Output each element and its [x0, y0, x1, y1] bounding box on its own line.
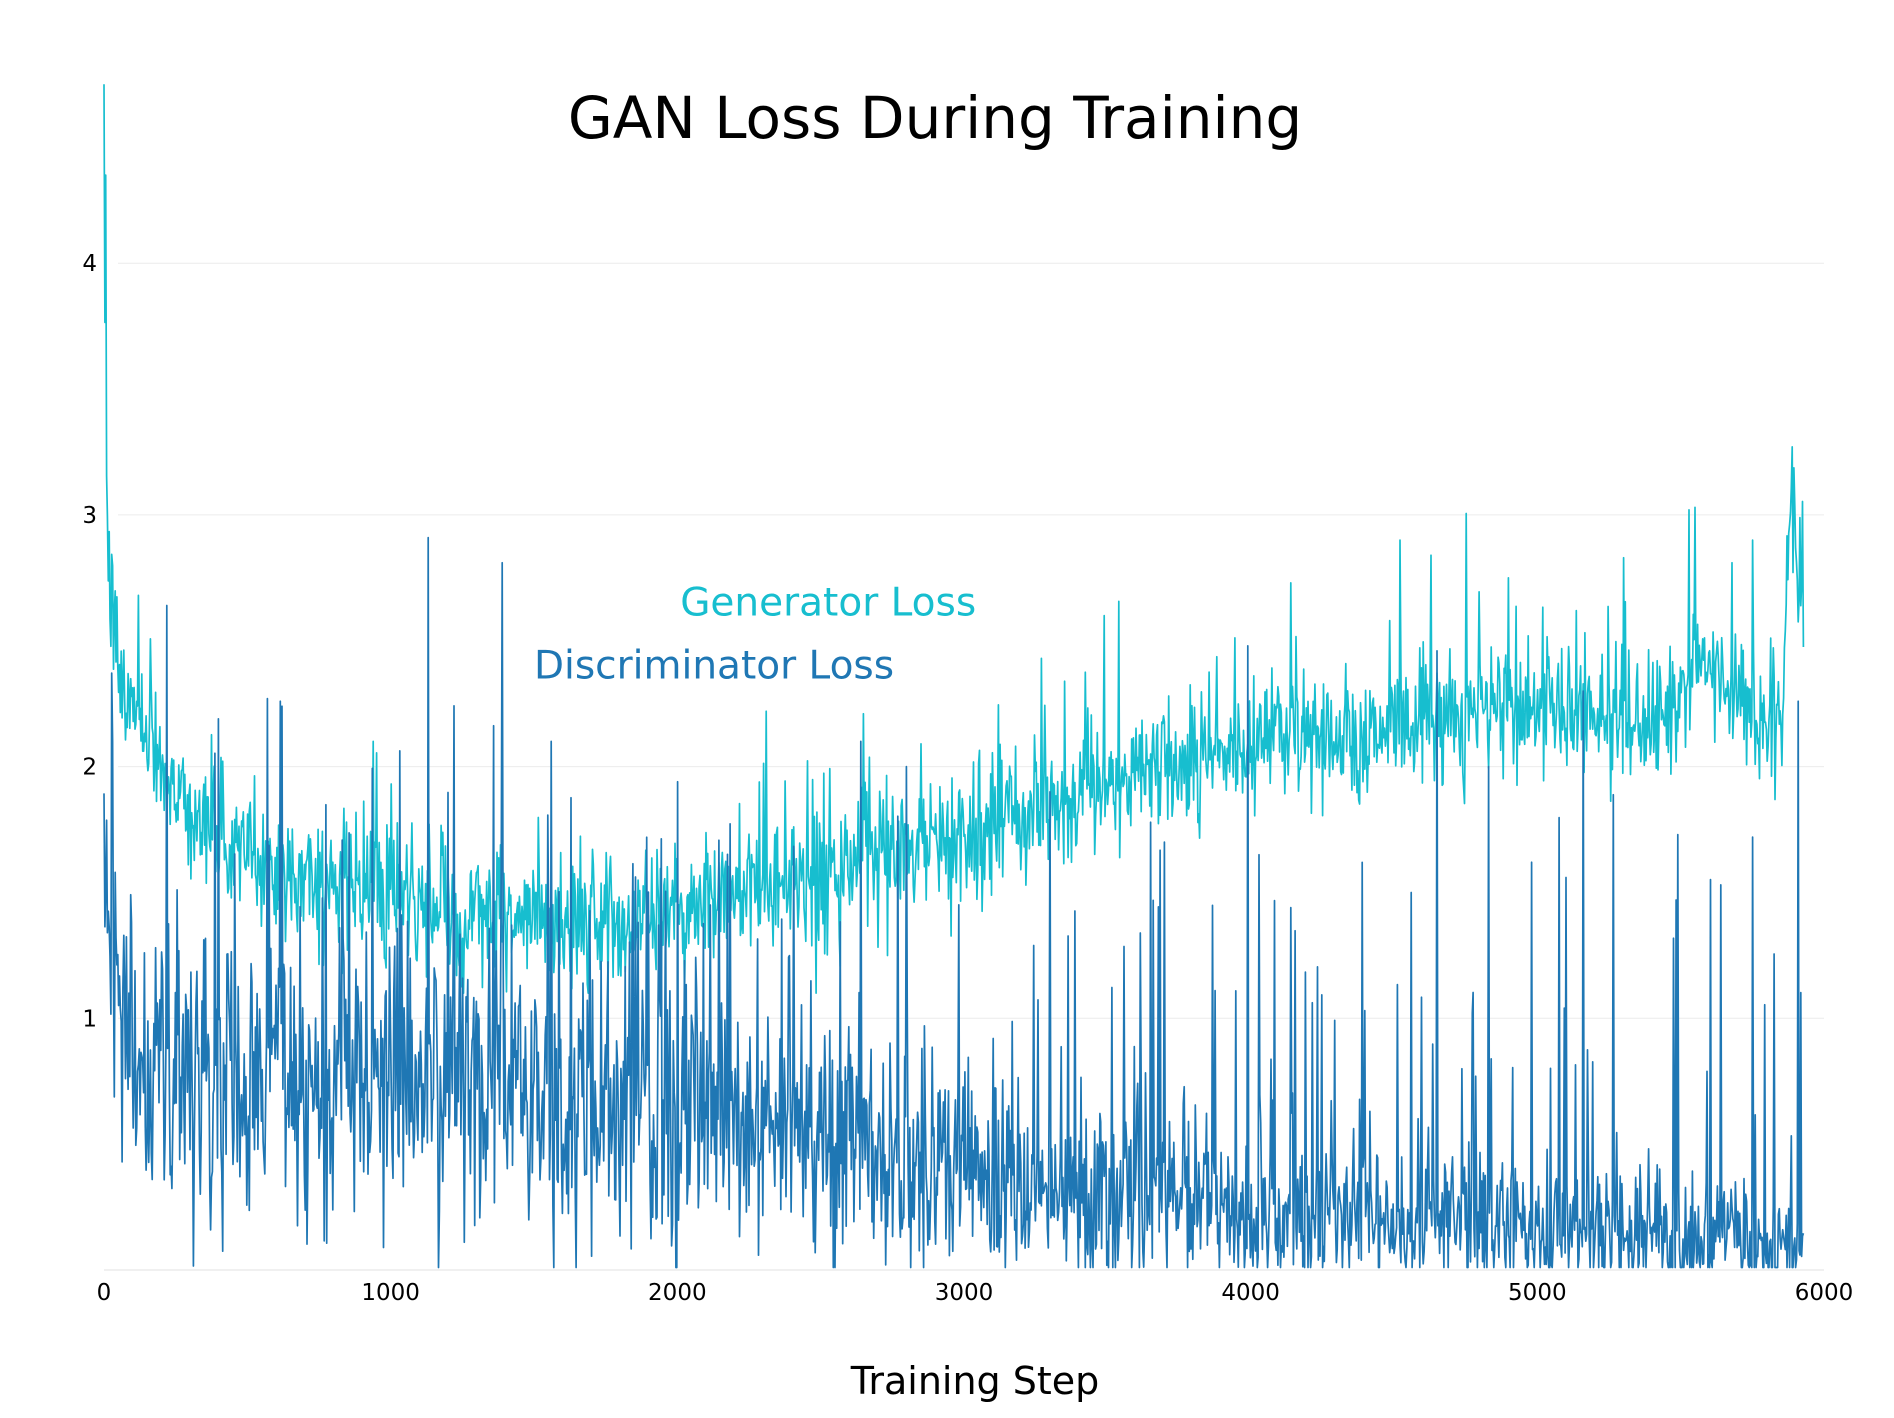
discriminator-loss-line	[103, 536, 1805, 1269]
discriminator-loss-label: Discriminator Loss	[534, 644, 894, 689]
x-tick-label: 1000	[361, 1280, 420, 1306]
y-tick-label: 1	[82, 1006, 97, 1032]
x-tick-label: 3000	[935, 1280, 994, 1306]
y-tick-label: 2	[82, 755, 97, 781]
chart-title: GAN Loss During Training	[568, 84, 1302, 152]
x-tick-label: 4000	[1221, 1280, 1280, 1306]
x-tick-label: 5000	[1508, 1280, 1567, 1306]
series-lines	[103, 84, 1805, 1269]
x-axis-label: Training Step	[850, 1359, 1100, 1403]
y-tick-label: 4	[82, 251, 97, 277]
tick-labels: 0 1000 2000 3000 4000 5000 6000 1 2 3 4	[82, 251, 1853, 1306]
x-tick-label: 2000	[648, 1280, 707, 1306]
generator-loss-label: Generator Loss	[680, 581, 976, 626]
x-tick-label: 0	[97, 1280, 112, 1306]
generator-loss-line	[103, 84, 1805, 994]
y-tick-label: 3	[82, 503, 97, 529]
x-tick-label: 6000	[1795, 1280, 1854, 1306]
